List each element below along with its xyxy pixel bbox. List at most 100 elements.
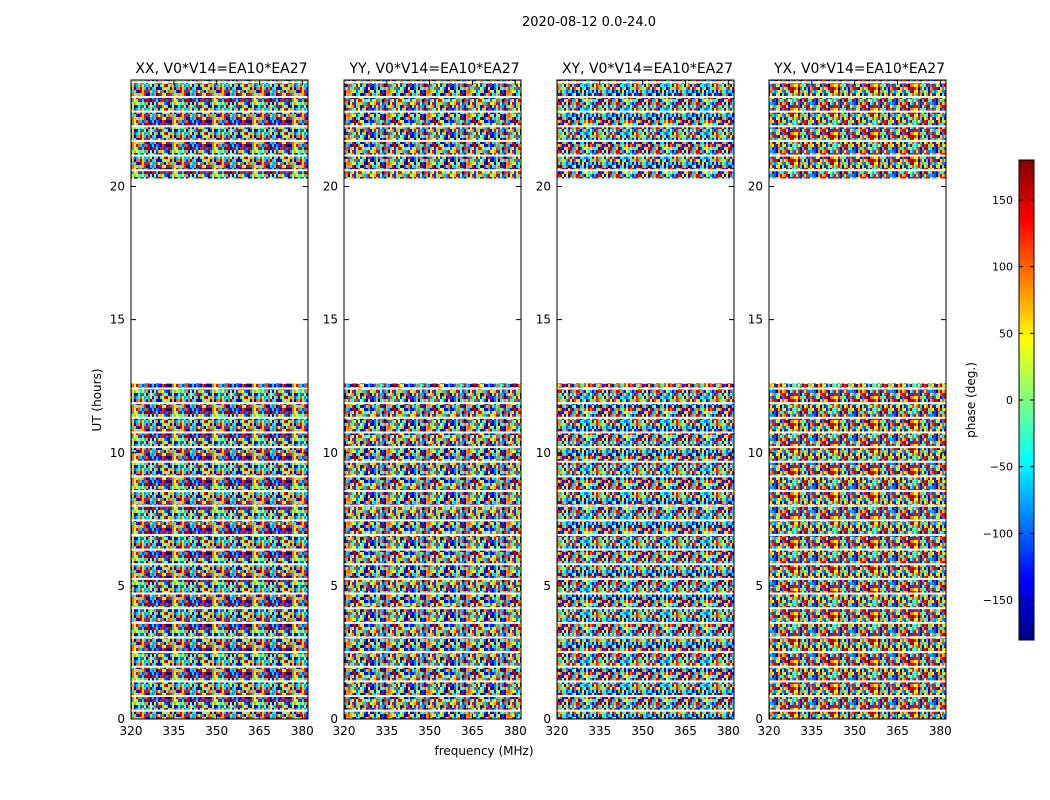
y-tick-label: 20 <box>110 180 125 194</box>
flagged-row <box>557 402 734 405</box>
flagged-row <box>769 577 946 580</box>
flagged-row <box>344 621 521 624</box>
flagged-row <box>557 81 734 84</box>
flagged-row <box>131 709 308 712</box>
x-tick-label: 365 <box>674 724 697 738</box>
flagged-row <box>344 548 521 551</box>
x-tick-label: 380 <box>504 724 527 738</box>
panel-title: YY, V0*V14=EA10*EA27 <box>348 61 519 77</box>
panels-group: XX, V0*V14=EA10*EA27 320 335 350 365 380 0 5 10 1… <box>110 61 952 738</box>
flagged-row <box>131 636 308 639</box>
flagged-row <box>769 416 946 419</box>
flagged-row <box>769 387 946 390</box>
flagged-row <box>557 504 734 507</box>
y-tick-label: 15 <box>536 313 551 327</box>
flagged-row <box>557 665 734 668</box>
flagged-row <box>344 607 521 610</box>
x-tick-label: 365 <box>248 724 271 738</box>
flagged-row <box>769 125 946 128</box>
flagged-row <box>769 607 946 610</box>
x-tick-label: 335 <box>588 724 611 738</box>
flagged-row <box>557 695 734 698</box>
flagged-row <box>557 592 734 595</box>
x-tick-label: 380 <box>291 724 314 738</box>
data-segment <box>131 383 308 719</box>
data-segment <box>557 383 734 719</box>
x-tick-label: 350 <box>843 724 866 738</box>
flagged-row <box>557 490 734 493</box>
flagged-row <box>557 577 734 580</box>
flagged-row <box>131 460 308 463</box>
flagged-row <box>131 533 308 536</box>
flagged-row <box>131 446 308 449</box>
flagged-row <box>344 125 521 128</box>
flagged-row <box>131 548 308 551</box>
flagged-row <box>344 709 521 712</box>
flagged-row <box>769 504 946 507</box>
flagged-row <box>131 125 308 128</box>
panel-title: YX, V0*V14=EA10*EA27 <box>773 61 945 77</box>
flagged-row <box>344 563 521 566</box>
flagged-row <box>557 709 734 712</box>
flagged-row <box>769 636 946 639</box>
flagged-row <box>769 81 946 84</box>
flagged-row <box>131 416 308 419</box>
data-segment <box>769 383 946 719</box>
x-tick-label: 380 <box>717 724 740 738</box>
flagged-row <box>344 475 521 478</box>
y-tick-label: 15 <box>323 313 338 327</box>
x-tick-label: 335 <box>162 724 185 738</box>
x-tick-label: 350 <box>205 724 228 738</box>
panel-frame <box>130 79 309 720</box>
flagged-row <box>769 695 946 698</box>
flagged-row <box>769 490 946 493</box>
x-tick-label: 335 <box>800 724 823 738</box>
flagged-row <box>131 680 308 683</box>
flagged-row <box>344 665 521 668</box>
colorbar-tick-label: −50 <box>990 461 1013 474</box>
flagged-row <box>769 519 946 522</box>
y-tick-label: 15 <box>748 313 763 327</box>
y-tick-label: 5 <box>543 579 551 593</box>
flagged-row <box>557 475 734 478</box>
panel-frame <box>768 79 947 720</box>
flagged-row <box>131 139 308 142</box>
flagged-row <box>131 577 308 580</box>
flagged-row <box>131 110 308 113</box>
y-tick-label: 5 <box>755 579 763 593</box>
flagged-row <box>769 154 946 157</box>
flagged-row <box>557 125 734 128</box>
flagged-row <box>131 154 308 157</box>
flagged-row <box>344 533 521 536</box>
flagged-row <box>557 446 734 449</box>
flagged-row <box>344 460 521 463</box>
flagged-row <box>344 169 521 172</box>
x-tick-label: 365 <box>461 724 484 738</box>
flagged-row <box>557 460 734 463</box>
y-tick-label: 15 <box>110 313 125 327</box>
y-tick-label: 20 <box>323 180 338 194</box>
flagged-row <box>557 95 734 98</box>
flagged-row <box>769 95 946 98</box>
flagged-row <box>769 402 946 405</box>
x-tick-label: 350 <box>631 724 654 738</box>
panel-title: XY, V0*V14=EA10*EA27 <box>562 61 733 77</box>
colorbar-tick-label: 50 <box>999 327 1013 340</box>
y-tick-label: 10 <box>323 446 338 460</box>
flagged-row <box>344 110 521 113</box>
x-tick-label: 320 <box>758 724 781 738</box>
colorbar-tick-label: 150 <box>992 194 1013 207</box>
flagged-row <box>131 504 308 507</box>
flagged-row <box>344 95 521 98</box>
flagged-row <box>557 110 734 113</box>
flagged-row <box>131 81 308 84</box>
flagged-row <box>557 607 734 610</box>
flagged-row <box>557 416 734 419</box>
panel-2: XY, V0*V14=EA10*EA27 320 335 350 365 380 0 5 10 1… <box>536 61 740 738</box>
flagged-row <box>344 154 521 157</box>
flagged-row <box>344 81 521 84</box>
panel-1: YY, V0*V14=EA10*EA27 320 335 350 365 380 0 5 10 1… <box>323 61 527 738</box>
flagged-row <box>557 651 734 654</box>
y-tick-label: 20 <box>536 180 551 194</box>
flagged-row <box>344 402 521 405</box>
